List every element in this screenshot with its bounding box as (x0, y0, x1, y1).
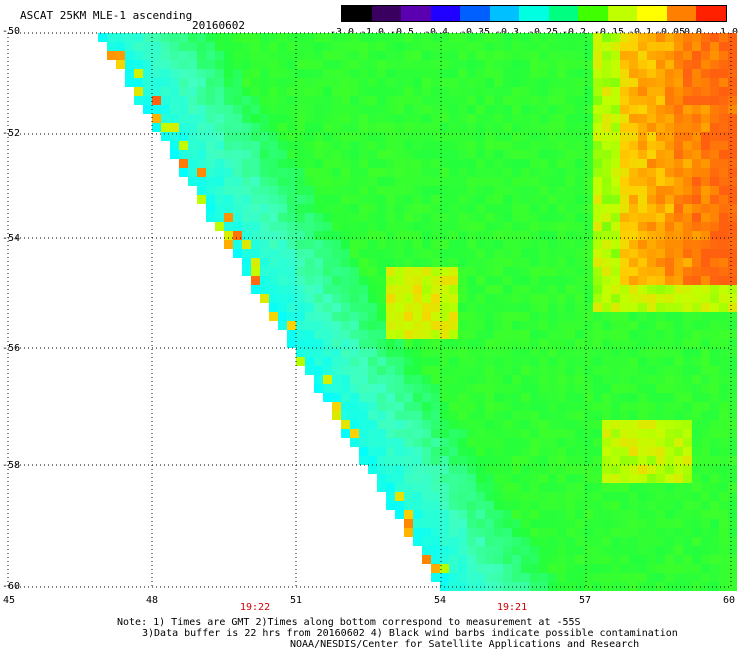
colorbar-segment (578, 6, 608, 21)
note-line-3: NOAA/NESDIS/Center for Satellite Applica… (290, 639, 640, 650)
colorbar-tick-label: -3.0 (330, 27, 355, 38)
colorbar-segment (519, 6, 549, 21)
lat-label: -60 (2, 581, 21, 592)
colorbar-tick-label: -0.05 (655, 27, 686, 38)
colorbar-tick-label: -0.15 (594, 27, 625, 38)
colorbar-segment (342, 6, 372, 21)
colorbar-tick-label: -0.2 (562, 27, 587, 38)
colorbar-segment (696, 6, 726, 21)
lon-label: 54 (434, 595, 447, 606)
lon-label: 51 (290, 595, 303, 606)
note-line-2: 3)Data buffer is 22 hrs from 20160602 4)… (142, 628, 678, 639)
colorbar-tick-label: -0.35 (460, 27, 491, 38)
colorbar-segment (666, 6, 697, 21)
colorbar-segment (607, 6, 638, 21)
lon-label: 48 (146, 595, 159, 606)
graticule (7, 32, 732, 588)
time-label: 19:21 (497, 602, 528, 613)
colorbar-tick-label: 0.0 (684, 27, 703, 38)
wind-swath (98, 33, 737, 591)
colorbar-segment (460, 6, 490, 21)
lat-label: -58 (2, 460, 21, 471)
colorbar-tick-label: -0.3 (495, 27, 520, 38)
colorbar (341, 5, 727, 22)
product-title: ASCAT 25KM MLE-1 ascending (20, 9, 193, 22)
colorbar-tick-label: -0.25 (528, 27, 559, 38)
lat-label: -52 (2, 128, 21, 139)
lon-label: 60 (723, 595, 736, 606)
lat-label: -54 (2, 233, 21, 244)
colorbar-segment (430, 6, 461, 21)
lat-label: -56 (2, 343, 21, 354)
colorbar-segment (637, 6, 667, 21)
lat-label: -50 (2, 26, 21, 37)
lon-label: 57 (579, 595, 592, 606)
colorbar-segment (548, 6, 579, 21)
colorbar-segment (401, 6, 431, 21)
colorbar-segment (489, 6, 520, 21)
time-label: 19:22 (240, 602, 271, 613)
lon-label: 45 (3, 595, 16, 606)
colorbar-tick-label: 1.0 (720, 27, 739, 38)
note-line-1: Note: 1) Times are GMT 2)Times along bot… (117, 617, 581, 628)
product-date: 20160602 (192, 19, 245, 32)
colorbar-tick-label: -0.5 (390, 27, 415, 38)
colorbar-segment (371, 6, 402, 21)
